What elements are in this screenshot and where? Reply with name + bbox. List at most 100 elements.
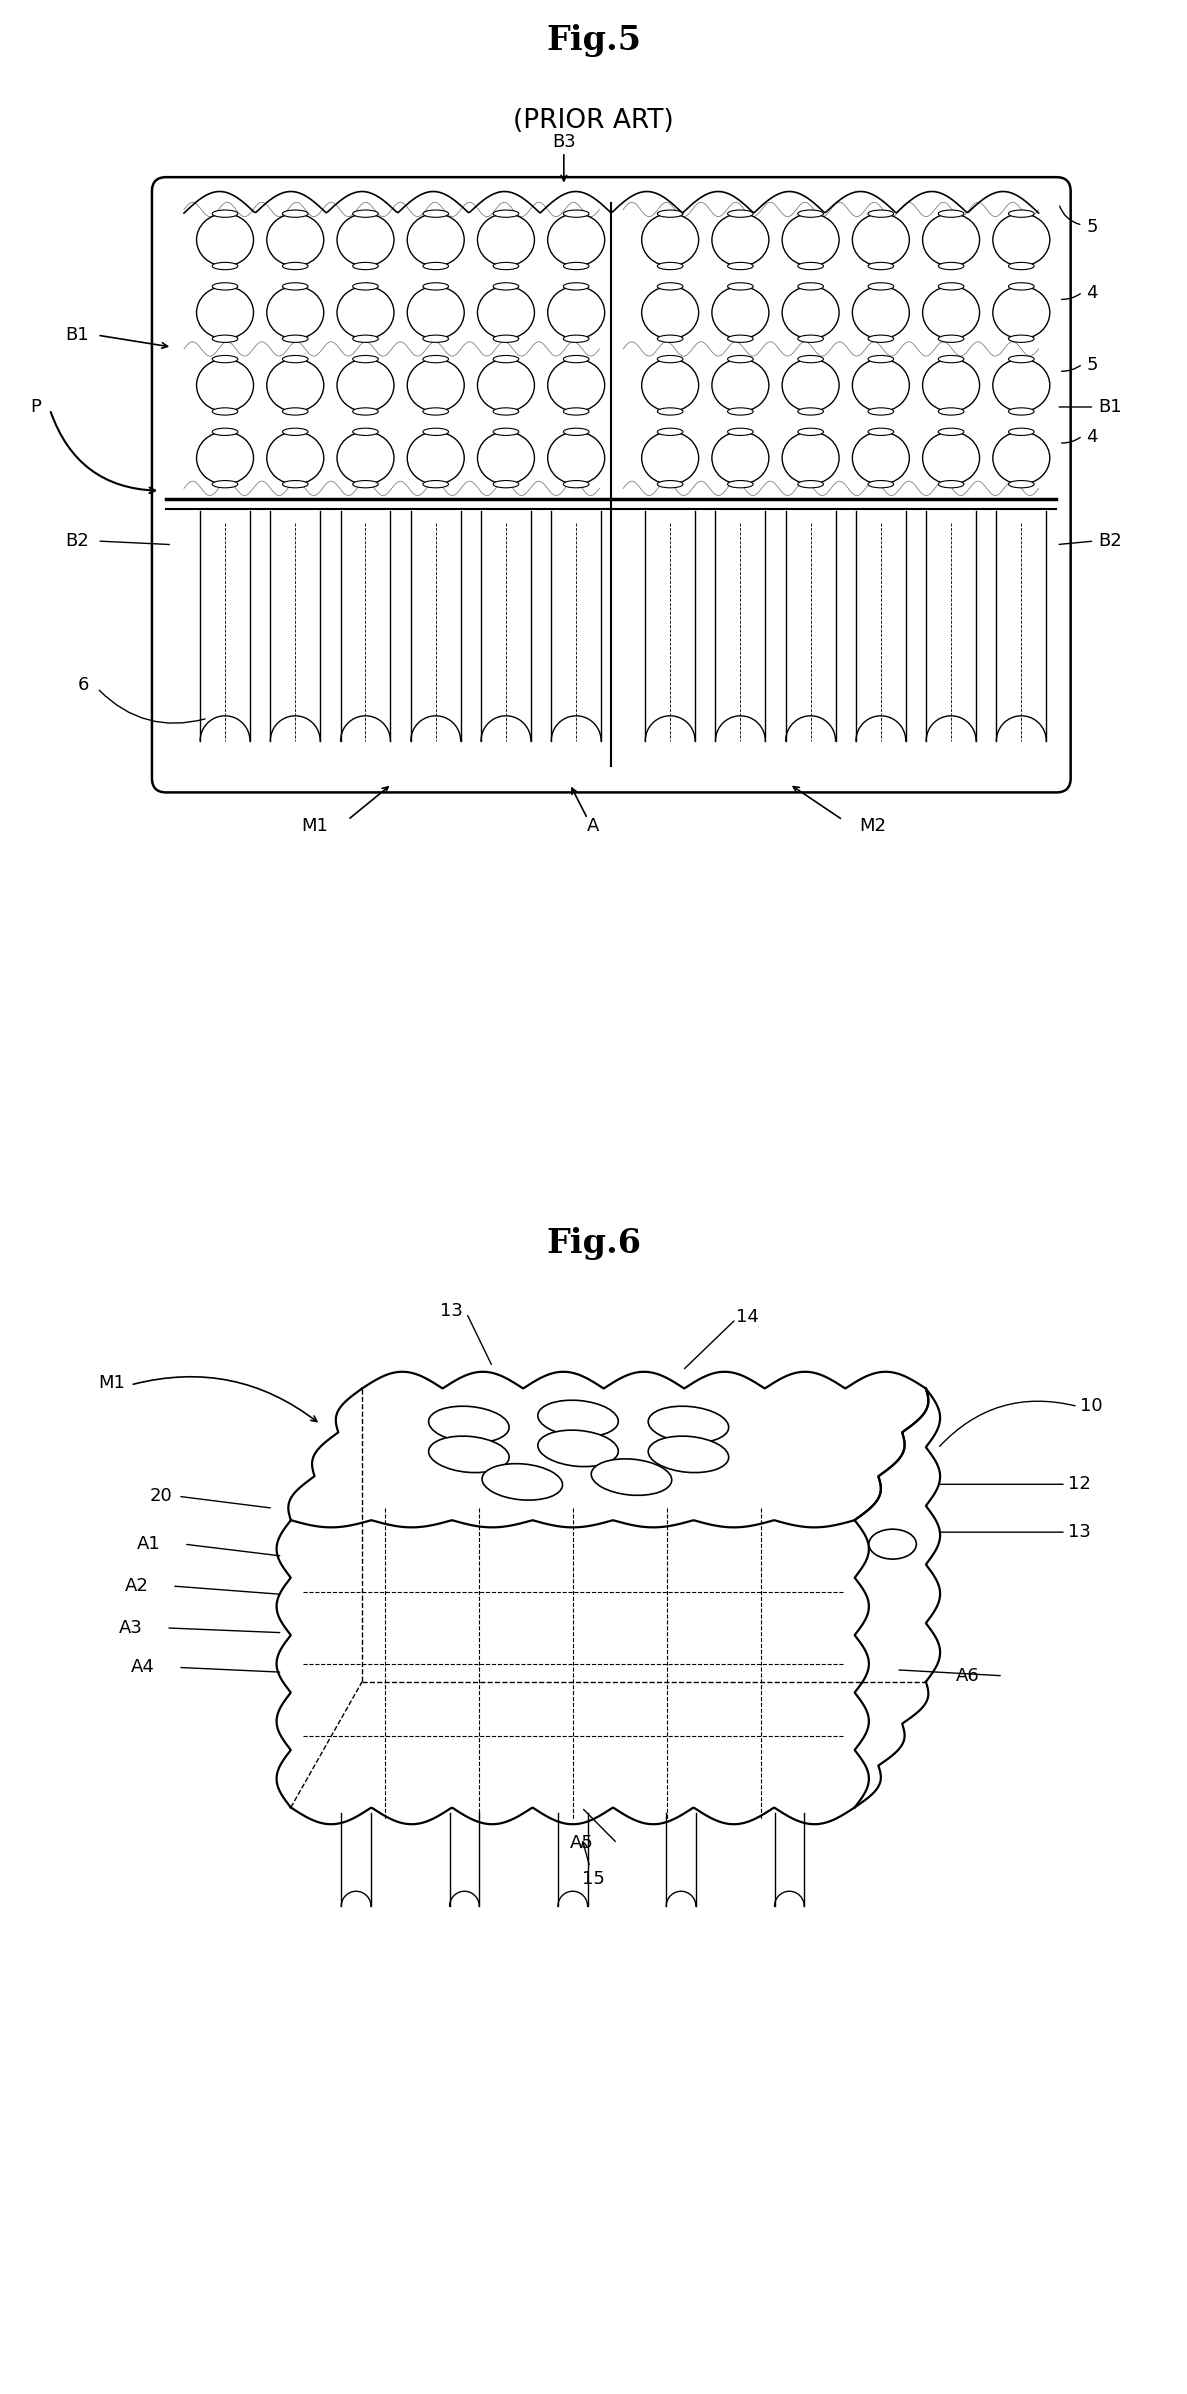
Text: B1: B1 — [1098, 397, 1122, 417]
Ellipse shape — [353, 481, 379, 488]
Ellipse shape — [212, 211, 237, 218]
Ellipse shape — [547, 359, 604, 412]
Ellipse shape — [283, 263, 309, 271]
Ellipse shape — [564, 481, 589, 488]
Ellipse shape — [869, 1530, 916, 1558]
Ellipse shape — [1009, 354, 1034, 364]
Ellipse shape — [798, 335, 824, 342]
Ellipse shape — [1009, 429, 1034, 436]
Ellipse shape — [538, 1400, 618, 1436]
Ellipse shape — [938, 211, 964, 218]
Ellipse shape — [283, 429, 309, 436]
Ellipse shape — [429, 1436, 509, 1472]
Ellipse shape — [482, 1463, 563, 1501]
Ellipse shape — [283, 354, 309, 364]
Ellipse shape — [938, 335, 964, 342]
Ellipse shape — [868, 429, 894, 436]
Text: 14: 14 — [736, 1307, 758, 1326]
Ellipse shape — [992, 287, 1049, 338]
Ellipse shape — [782, 359, 839, 412]
Text: P: P — [31, 397, 42, 417]
Ellipse shape — [423, 354, 449, 364]
Ellipse shape — [1009, 282, 1034, 290]
Ellipse shape — [212, 429, 237, 436]
Ellipse shape — [564, 211, 589, 218]
Ellipse shape — [591, 1458, 672, 1496]
Ellipse shape — [283, 282, 309, 290]
Ellipse shape — [938, 282, 964, 290]
Ellipse shape — [648, 1436, 729, 1472]
Ellipse shape — [658, 429, 683, 436]
Text: M1: M1 — [301, 816, 328, 836]
Text: A6: A6 — [956, 1666, 979, 1685]
Ellipse shape — [938, 263, 964, 271]
Ellipse shape — [212, 407, 237, 414]
Ellipse shape — [423, 282, 449, 290]
Text: 20: 20 — [150, 1487, 172, 1506]
Ellipse shape — [353, 282, 379, 290]
Text: B2: B2 — [1098, 531, 1122, 551]
Ellipse shape — [798, 407, 824, 414]
Ellipse shape — [728, 335, 754, 342]
Ellipse shape — [728, 211, 754, 218]
Ellipse shape — [658, 211, 683, 218]
Text: 13: 13 — [1068, 1523, 1091, 1542]
Text: B1: B1 — [65, 326, 89, 345]
Ellipse shape — [493, 335, 519, 342]
Ellipse shape — [212, 354, 237, 364]
Ellipse shape — [1009, 211, 1034, 218]
Ellipse shape — [477, 431, 534, 484]
Ellipse shape — [197, 213, 254, 266]
Ellipse shape — [212, 263, 237, 271]
Ellipse shape — [337, 359, 394, 412]
Text: A3: A3 — [119, 1618, 142, 1637]
Ellipse shape — [852, 431, 909, 484]
Ellipse shape — [798, 282, 824, 290]
Ellipse shape — [564, 429, 589, 436]
Ellipse shape — [922, 431, 979, 484]
Ellipse shape — [782, 287, 839, 338]
Ellipse shape — [197, 431, 254, 484]
Ellipse shape — [353, 354, 379, 364]
Text: A4: A4 — [131, 1659, 154, 1676]
Ellipse shape — [353, 211, 379, 218]
Ellipse shape — [423, 335, 449, 342]
Ellipse shape — [868, 481, 894, 488]
Ellipse shape — [353, 429, 379, 436]
Ellipse shape — [212, 481, 237, 488]
Ellipse shape — [922, 213, 979, 266]
Ellipse shape — [477, 287, 534, 338]
Ellipse shape — [798, 263, 824, 271]
Ellipse shape — [267, 287, 324, 338]
Ellipse shape — [423, 481, 449, 488]
Ellipse shape — [868, 354, 894, 364]
Text: 10: 10 — [1080, 1398, 1103, 1415]
Ellipse shape — [407, 431, 464, 484]
Ellipse shape — [267, 213, 324, 266]
Ellipse shape — [922, 359, 979, 412]
Ellipse shape — [564, 335, 589, 342]
Ellipse shape — [353, 263, 379, 271]
Text: 5: 5 — [1086, 357, 1098, 373]
Text: Fig.5: Fig.5 — [546, 24, 641, 57]
Ellipse shape — [642, 287, 699, 338]
Ellipse shape — [267, 359, 324, 412]
Ellipse shape — [564, 263, 589, 271]
Ellipse shape — [267, 431, 324, 484]
Ellipse shape — [728, 407, 754, 414]
Ellipse shape — [493, 481, 519, 488]
Ellipse shape — [212, 335, 237, 342]
Ellipse shape — [493, 407, 519, 414]
Text: A: A — [588, 816, 599, 836]
Ellipse shape — [658, 263, 683, 271]
Ellipse shape — [782, 213, 839, 266]
Ellipse shape — [493, 282, 519, 290]
Ellipse shape — [1009, 263, 1034, 271]
Ellipse shape — [564, 354, 589, 364]
Ellipse shape — [283, 407, 309, 414]
Ellipse shape — [477, 213, 534, 266]
Ellipse shape — [429, 1405, 509, 1444]
Ellipse shape — [868, 282, 894, 290]
Ellipse shape — [922, 287, 979, 338]
Ellipse shape — [283, 335, 309, 342]
